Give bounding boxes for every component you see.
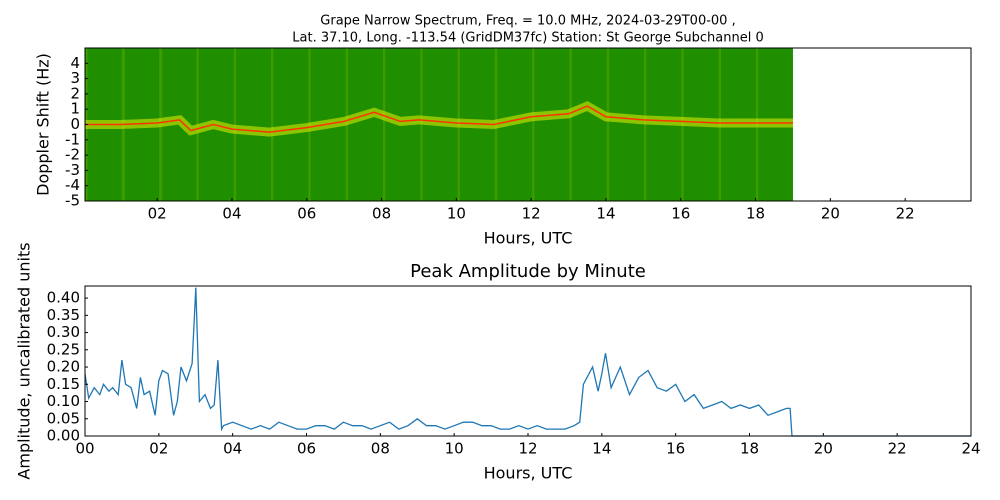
y-tick-label: -4 [65, 176, 80, 194]
amplitude-line [84, 287, 971, 437]
x-tick-label: 06 [297, 440, 316, 458]
y-tick-label: -3 [65, 161, 80, 179]
x-tick-label: 18 [746, 205, 765, 223]
y-tick-label: 0.05 [47, 409, 80, 427]
x-tick-label: 02 [148, 205, 167, 223]
y-tick-label: 0.10 [47, 392, 80, 410]
x-tick-label: 22 [896, 205, 915, 223]
x-tick-label: 10 [445, 440, 464, 458]
y-tick-label: 3 [70, 69, 80, 87]
y-tick-label: -5 [65, 192, 80, 210]
x-tick-label: 04 [223, 440, 242, 458]
x-tick-label: 12 [518, 440, 537, 458]
y-axis-label: Doppler Shift (Hz) [34, 53, 53, 196]
x-tick-label: 14 [596, 205, 615, 223]
y-tick-label: -1 [65, 130, 80, 148]
y-tick-label: 0.30 [47, 323, 80, 341]
x-tick-label: 20 [814, 440, 833, 458]
x-tick-label: 10 [447, 205, 466, 223]
x-tick-label: 00 [75, 440, 94, 458]
y-tick-label: 4 [70, 54, 80, 72]
y-tick-label: 2 [70, 84, 80, 102]
x-tick-label: 04 [222, 205, 241, 223]
doppler-trace [85, 105, 793, 133]
x-tick-label: 12 [522, 205, 541, 223]
x-tick-label: 16 [671, 205, 690, 223]
x-tick-label: 02 [149, 440, 168, 458]
y-tick-label: 0.25 [47, 340, 80, 358]
chart-title: Peak Amplitude by Minute [410, 261, 646, 282]
y-tick-label: 0.00 [47, 427, 80, 445]
x-tick-label: 08 [371, 440, 390, 458]
y-axis-label: Amplitude, uncalibrated units [15, 242, 34, 479]
x-tick-label: 20 [821, 205, 840, 223]
y-tick-label: 0.15 [47, 375, 80, 393]
x-axis-label: Hours, UTC [484, 464, 573, 483]
x-tick-label: 08 [372, 205, 391, 223]
y-tick-label: 1 [70, 100, 80, 118]
x-tick-label: 18 [740, 440, 759, 458]
x-tick-label: 14 [592, 440, 611, 458]
x-tick-label: 24 [961, 440, 980, 458]
y-tick-label: 0.40 [47, 289, 80, 307]
y-tick-label: 0.20 [47, 358, 80, 376]
y-tick-label: -2 [65, 146, 80, 164]
chart-title: Grape Narrow Spectrum, Freq. = 10.0 MHz,… [320, 14, 735, 29]
chart-title: Lat. 37.10, Long. -113.54 (GridDM37fc) S… [292, 31, 763, 46]
x-tick-label: 22 [888, 440, 907, 458]
x-tick-label: 16 [666, 440, 685, 458]
y-tick-label: 0.35 [47, 306, 80, 324]
x-axis-label: Hours, UTC [484, 229, 573, 248]
y-tick-label: 0 [70, 115, 80, 133]
x-tick-label: 06 [297, 205, 316, 223]
